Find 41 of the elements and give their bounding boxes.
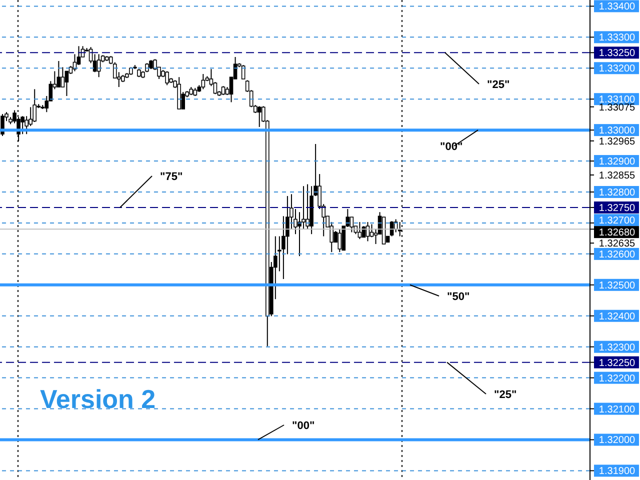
annotation: Version 2: [40, 384, 156, 414]
y-tick-label: 1.33000: [598, 126, 636, 137]
candlestick: [257, 106, 262, 128]
y-tick-label: 1.32680: [598, 228, 636, 239]
annotation: "75": [160, 171, 183, 183]
annotation: "50": [447, 291, 470, 303]
y-tick-label: 1.32500: [598, 280, 636, 292]
y-tick-label: 1.32250: [598, 358, 636, 369]
y-tick-label: 1.33400: [598, 2, 636, 13]
y-tick-label: 1.33200: [598, 64, 636, 75]
y-tick-label: 1.32800: [598, 188, 636, 198]
candlestick: [56, 60, 61, 88]
y-tick-label: 1.31900: [598, 466, 636, 478]
annotation: "00": [292, 420, 315, 432]
candlestick: [338, 228, 342, 253]
y-tick-label: 1.32300: [598, 342, 636, 354]
candlestick: [306, 184, 310, 230]
annotation: "25": [487, 79, 510, 91]
y-tick-label: 1.32600: [598, 249, 636, 260]
annotation: "25": [494, 389, 517, 401]
annotation: "00": [440, 141, 463, 153]
y-tick-label: 1.32200: [598, 373, 636, 384]
candlestick: [76, 46, 81, 66]
y-tick-label: 1.32700: [598, 216, 636, 227]
candlestick: [350, 216, 354, 233]
y-tick-label: 1.33300: [598, 32, 636, 44]
candlestick: [32, 88, 37, 123]
y-tick-label: 1.33075: [598, 102, 636, 114]
y-tick-label: 1.33250: [598, 48, 636, 60]
y-tick-label: 1.32855: [598, 170, 636, 182]
candlestick: [213, 82, 218, 95]
candlestick: [201, 74, 206, 90]
y-tick-label: 1.32635: [598, 238, 636, 250]
y-tick-label: 1.32100: [598, 404, 636, 416]
y-tick-label: 1.32750: [598, 202, 636, 214]
candlestick: [165, 70, 169, 86]
y-tick-label: 1.32000: [598, 435, 636, 446]
candlestick: [358, 222, 362, 240]
y-tick-label: 1.32900: [598, 156, 636, 168]
y-tick-label: 1.32965: [598, 136, 636, 148]
y-tick-label: 1.32400: [598, 311, 636, 322]
